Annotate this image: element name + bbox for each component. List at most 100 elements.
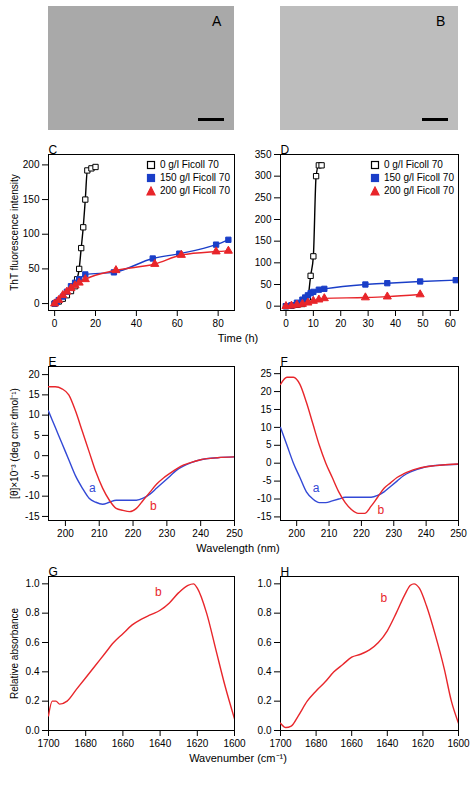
svg-text:0: 0	[34, 298, 40, 309]
svg-text:200: 200	[255, 214, 272, 225]
svg-text:220: 220	[353, 528, 370, 539]
html-text:0 g/l Ficoll 70: 0 g/l Ficoll 70	[160, 159, 219, 170]
svg-text:-15: -15	[257, 511, 272, 522]
svg-text:220: 220	[125, 528, 142, 539]
svg-text:50: 50	[260, 279, 272, 290]
svg-text:0.2: 0.2	[258, 695, 272, 706]
svg-text:[θ]×10⁻³ (deg cm² dmol⁻¹): [θ]×10⁻³ (deg cm² dmol⁻¹)	[9, 388, 20, 499]
svg-text:150: 150	[23, 194, 40, 205]
svg-text:a: a	[89, 481, 96, 495]
svg-text:240: 240	[192, 528, 209, 539]
svg-text:250: 250	[255, 192, 272, 203]
svg-text:0.6: 0.6	[258, 637, 272, 648]
svg-text:Relative absorbance: Relative absorbance	[9, 607, 20, 699]
svg-text:15: 15	[28, 389, 40, 400]
svg-text:0: 0	[283, 318, 289, 329]
svg-text:200: 200	[288, 528, 305, 539]
svg-text:20: 20	[90, 318, 102, 329]
svg-text:0.8: 0.8	[26, 607, 40, 618]
svg-text:-15: -15	[25, 511, 40, 522]
svg-text:50: 50	[28, 263, 40, 274]
svg-text:1680: 1680	[305, 738, 328, 749]
svg-text:B: B	[436, 13, 445, 29]
svg-text:200: 200	[23, 159, 40, 170]
svg-text:C: C	[49, 143, 58, 157]
svg-text:15: 15	[260, 404, 272, 415]
svg-text:b: b	[377, 503, 384, 517]
svg-text:0: 0	[266, 300, 272, 311]
svg-text:0.4: 0.4	[258, 666, 272, 677]
html-text:Wavenumber (cm⁻¹): Wavenumber (cm⁻¹)	[189, 752, 287, 764]
svg-text:60: 60	[445, 318, 457, 329]
svg-text:1660: 1660	[341, 738, 364, 749]
svg-text:0.4: 0.4	[26, 666, 40, 677]
svg-text:ThT fluorescence intensity: ThT fluorescence intensity	[9, 174, 20, 291]
svg-text:1640: 1640	[149, 738, 172, 749]
svg-text:200: 200	[57, 528, 74, 539]
svg-text:300: 300	[255, 170, 272, 181]
svg-text:5: 5	[266, 439, 272, 450]
svg-text:0.2: 0.2	[26, 695, 40, 706]
svg-text:240: 240	[418, 528, 435, 539]
svg-text:150: 150	[255, 235, 272, 246]
svg-text:1620: 1620	[186, 738, 209, 749]
svg-text:1640: 1640	[376, 738, 399, 749]
svg-text:1620: 1620	[412, 738, 435, 749]
svg-text:0.0: 0.0	[258, 725, 272, 736]
svg-text:1.0: 1.0	[258, 578, 272, 589]
svg-text:b: b	[155, 585, 162, 599]
svg-text:b: b	[150, 499, 157, 513]
svg-text:20: 20	[335, 318, 347, 329]
svg-text:F: F	[281, 355, 288, 369]
svg-text:100: 100	[23, 228, 40, 239]
svg-text:0: 0	[52, 318, 58, 329]
svg-text:1600: 1600	[223, 738, 246, 749]
svg-text:20: 20	[260, 386, 272, 397]
svg-text:-10: -10	[257, 493, 272, 504]
svg-text:100: 100	[255, 257, 272, 268]
svg-text:40: 40	[131, 318, 143, 329]
svg-text:250: 250	[450, 528, 467, 539]
svg-text:230: 230	[159, 528, 176, 539]
svg-text:10: 10	[260, 422, 272, 433]
svg-text:60: 60	[172, 318, 184, 329]
svg-text:20: 20	[28, 369, 40, 380]
svg-text:10: 10	[28, 409, 40, 420]
svg-text:0: 0	[266, 457, 272, 468]
svg-text:250: 250	[226, 528, 243, 539]
svg-text:-5: -5	[263, 475, 272, 486]
svg-text:350: 350	[255, 149, 272, 160]
svg-text:b: b	[380, 591, 387, 605]
svg-text:210: 210	[91, 528, 108, 539]
svg-text:-5: -5	[31, 470, 40, 481]
svg-text:G: G	[49, 565, 58, 579]
svg-text:0.8: 0.8	[258, 607, 272, 618]
svg-text:A: A	[212, 13, 222, 29]
html-text:Wavelength (nm): Wavelength (nm)	[196, 542, 280, 554]
svg-text:230: 230	[385, 528, 402, 539]
svg-text:80: 80	[213, 318, 225, 329]
svg-text:0.6: 0.6	[26, 637, 40, 648]
svg-text:1680: 1680	[75, 738, 98, 749]
svg-text:E: E	[49, 355, 57, 369]
svg-text:1.0: 1.0	[26, 578, 40, 589]
svg-text:50: 50	[417, 318, 429, 329]
svg-text:10: 10	[308, 318, 320, 329]
svg-text:1660: 1660	[112, 738, 135, 749]
svg-text:1700: 1700	[269, 738, 292, 749]
svg-text:a: a	[313, 481, 320, 495]
svg-text:0: 0	[34, 450, 40, 461]
html-text:150 g/l Ficoll 70: 150 g/l Ficoll 70	[160, 172, 230, 183]
svg-text:1600: 1600	[447, 738, 470, 749]
svg-text:25: 25	[260, 368, 272, 379]
svg-text:30: 30	[363, 318, 375, 329]
svg-text:D: D	[281, 143, 290, 157]
svg-text:1700: 1700	[37, 738, 60, 749]
svg-text:0.0: 0.0	[26, 725, 40, 736]
svg-text:H: H	[281, 565, 290, 579]
svg-text:210: 210	[321, 528, 338, 539]
svg-text:40: 40	[390, 318, 402, 329]
svg-text:-10: -10	[25, 490, 40, 501]
svg-text:5: 5	[34, 430, 40, 441]
html-text:Time (h): Time (h)	[217, 332, 259, 344]
